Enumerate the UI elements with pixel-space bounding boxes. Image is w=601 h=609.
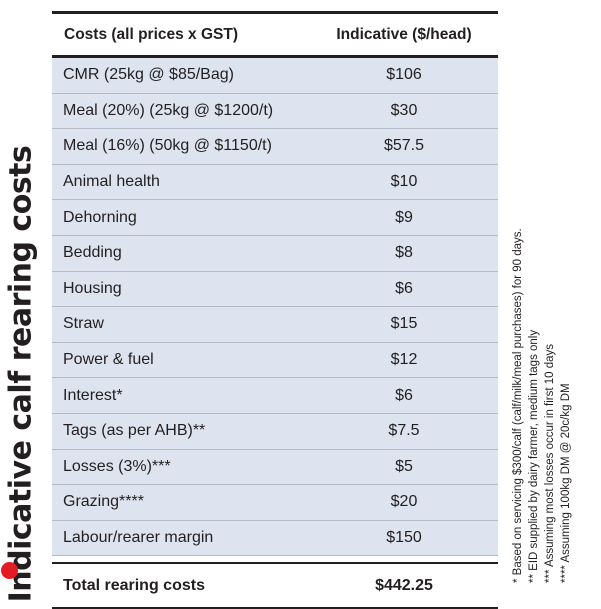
cost-value: $8 — [310, 235, 498, 272]
cost-item: CMR (25kg @ $85/Bag) — [52, 56, 310, 94]
table-row: Bedding $8 — [52, 235, 498, 272]
cost-item: Losses (3%)*** — [52, 449, 310, 486]
table-row: Grazing**** $20 — [52, 484, 498, 521]
table-row: Meal (20%) (25kg @ $1200/t) $30 — [52, 93, 498, 130]
cost-item: Power & fuel — [52, 342, 310, 379]
table-row: Losses (3%)*** $5 — [52, 449, 498, 486]
table-row: Power & fuel $12 — [52, 342, 498, 379]
cost-table: Costs (all prices x GST) Indicative ($/h… — [52, 11, 498, 609]
table-row: Interest* $6 — [52, 377, 498, 414]
cost-item: Dehorning — [52, 199, 310, 236]
table-row: CMR (25kg @ $85/Bag) $106 — [52, 56, 498, 94]
footnote-4: **** Assuming 100kg DM @ 20c/kg DM — [560, 383, 572, 583]
table-header-row: Costs (all prices x GST) Indicative ($/h… — [52, 11, 498, 58]
spacer-row — [52, 555, 498, 564]
red-bullet-icon — [1, 562, 18, 579]
table-row: Meal (16%) (50kg @ $1150/t) $57.5 — [52, 128, 498, 165]
footnotes: * Based on servicing $300/calf (calf/mil… — [512, 183, 590, 583]
cost-value: $57.5 — [310, 128, 498, 165]
cost-value: $150 — [310, 520, 498, 557]
cost-item: Interest* — [52, 377, 310, 414]
cost-item: Tags (as per AHB)** — [52, 413, 310, 450]
table-row: Labour/rearer margin $150 — [52, 520, 498, 557]
total-value: $442.25 — [310, 562, 498, 609]
cost-value: $106 — [310, 56, 498, 94]
cost-item: Housing — [52, 271, 310, 308]
total-row: Total rearing costs $442.25 — [52, 562, 498, 609]
cost-value: $10 — [310, 164, 498, 201]
side-title: Indicative calf rearing costs — [0, 0, 46, 603]
side-title-text: Indicative calf rearing costs — [3, 145, 39, 603]
table-row: Straw $15 — [52, 306, 498, 343]
header-costs: Costs (all prices x GST) — [52, 11, 310, 58]
total-label: Total rearing costs — [52, 562, 310, 609]
cost-item: Labour/rearer margin — [52, 520, 310, 557]
cost-value: $20 — [310, 484, 498, 521]
cost-value: $9 — [310, 199, 498, 236]
cost-value: $30 — [310, 93, 498, 130]
table-row: Animal health $10 — [52, 164, 498, 201]
cost-value: $12 — [310, 342, 498, 379]
cost-item: Animal health — [52, 164, 310, 201]
table-row: Housing $6 — [52, 271, 498, 308]
table-row: Tags (as per AHB)** $7.5 — [52, 413, 498, 450]
cost-item: Straw — [52, 306, 310, 343]
cost-value: $15 — [310, 306, 498, 343]
cost-item: Meal (16%) (50kg @ $1150/t) — [52, 128, 310, 165]
header-indicative: Indicative ($/head) — [310, 11, 498, 58]
table-row: Dehorning $9 — [52, 199, 498, 236]
cost-item: Bedding — [52, 235, 310, 272]
cost-item: Meal (20%) (25kg @ $1200/t) — [52, 93, 310, 130]
cost-value: $7.5 — [310, 413, 498, 450]
cost-value: $5 — [310, 449, 498, 486]
cost-item: Grazing**** — [52, 484, 310, 521]
cost-value: $6 — [310, 377, 498, 414]
cost-value: $6 — [310, 271, 498, 308]
